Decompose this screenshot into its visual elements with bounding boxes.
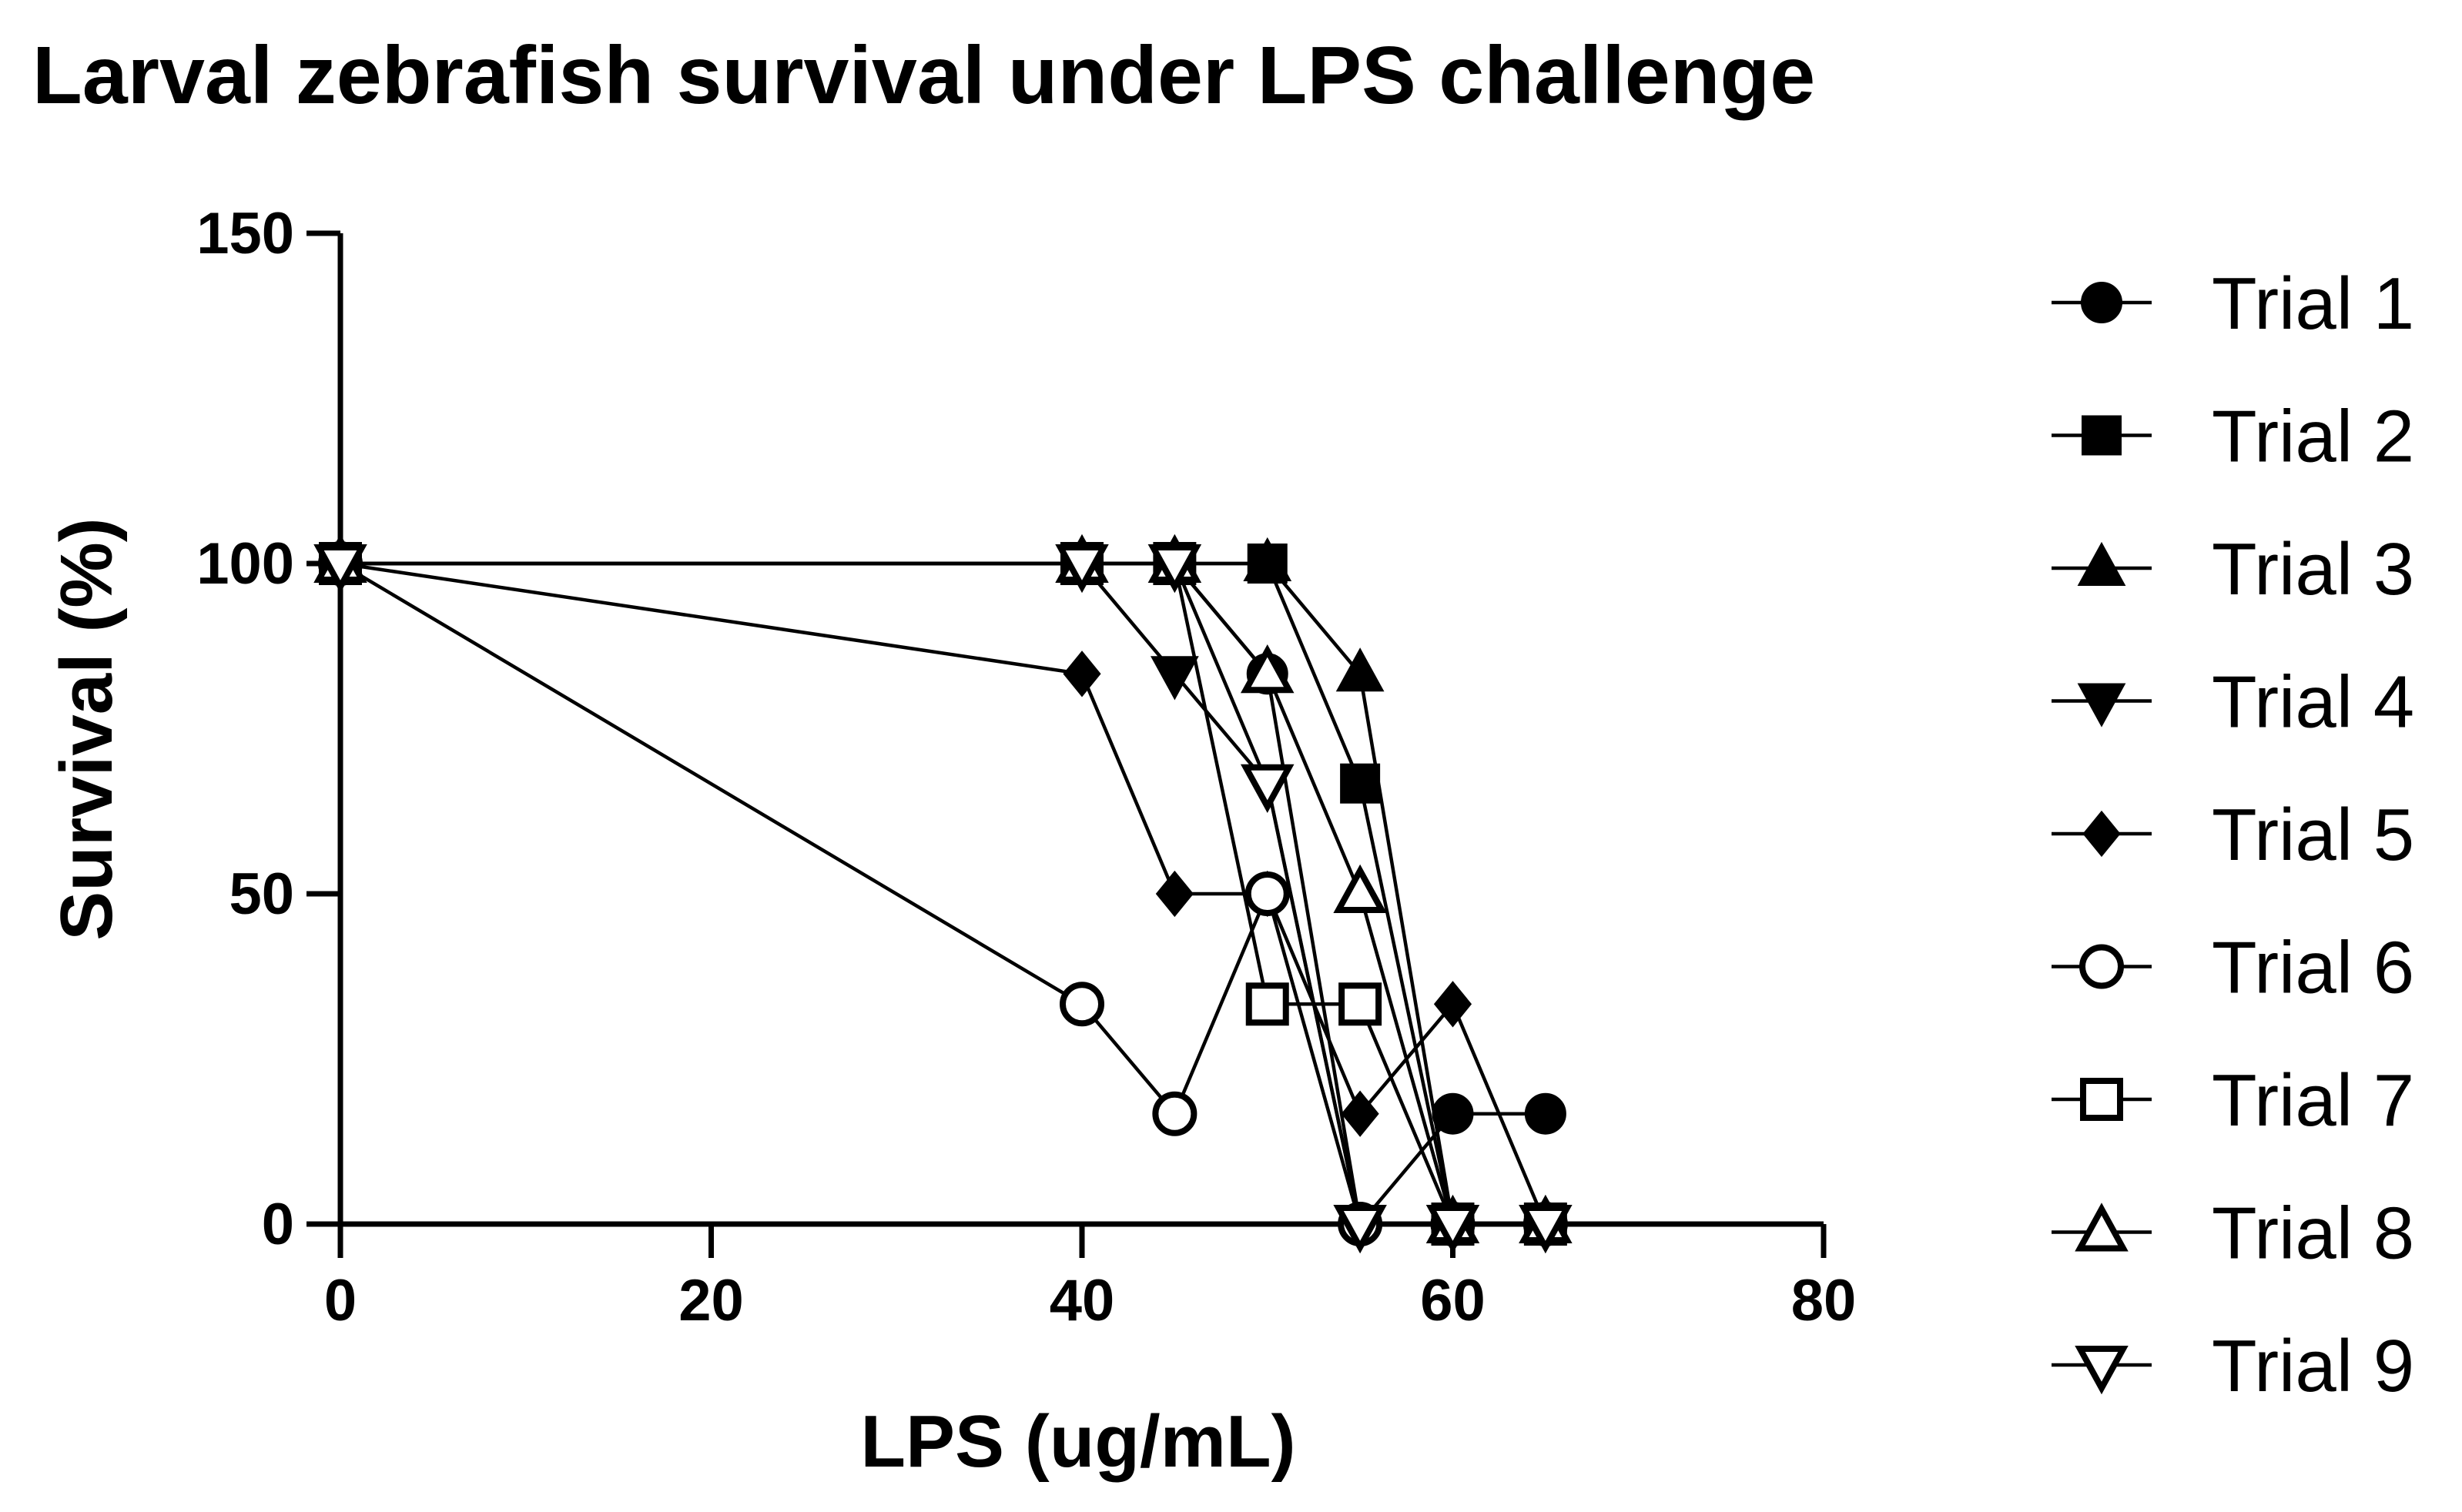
data-point-trial-8 (1240, 644, 1295, 694)
data-point-trial-9 (1519, 1205, 1573, 1254)
x-tick-label: 40 (1050, 1268, 1115, 1333)
data-point-trial-5 (1155, 870, 1194, 918)
data-point-trial-7 (1245, 982, 1289, 1026)
legend-item-trial-5: Trial 5 (2052, 794, 2414, 876)
legend-marker (2077, 541, 2126, 586)
legend-label: Trial 6 (2212, 927, 2414, 1009)
legend-item-trial-8: Trial 8 (2052, 1193, 2414, 1275)
data-point-trial-4 (1150, 656, 1199, 701)
data-point-trial-7 (1338, 982, 1382, 1026)
legend-marker (2080, 1078, 2123, 1121)
legend-label: Trial 5 (2212, 794, 2414, 876)
axes: 0 20 40 60 80 0 50 100 150 (196, 201, 1856, 1333)
data-point-trial-8 (1333, 864, 1387, 913)
data-point-trial-5 (1341, 1090, 1379, 1137)
legend-item-trial-1: Trial 1 (2052, 263, 2414, 345)
legend-marker (2082, 810, 2121, 858)
data-point-trial-1 (1524, 1092, 1566, 1135)
legend-item-trial-2: Trial 2 (2052, 396, 2414, 478)
legend-label: Trial 1 (2212, 263, 2414, 345)
chart-title: Larval zebrafish survival under LPS chal… (32, 30, 1816, 121)
y-tick-label: 150 (196, 201, 294, 266)
x-tick-label: 0 (324, 1268, 357, 1333)
data-point-trial-3 (1243, 537, 1292, 581)
x-tick-label: 20 (678, 1268, 744, 1333)
legend-item-trial-3: Trial 3 (2052, 528, 2414, 610)
legend-label: Trial 2 (2212, 396, 2414, 478)
data-point-trial-9 (1333, 1205, 1387, 1254)
legend-label: Trial 7 (2212, 1059, 2414, 1142)
x-axis-title: LPS (ug/mL) (860, 1400, 1295, 1483)
legend-label: Trial 9 (2212, 1325, 2414, 1407)
legend-label: Trial 4 (2212, 661, 2414, 744)
legend-marker (2075, 1203, 2129, 1252)
data-point-trial-3 (1335, 647, 1385, 692)
data-point-trial-9 (313, 544, 367, 594)
legend-marker (2082, 415, 2122, 456)
legend: Trial 1 Trial 2 Trial 3 Trial 4 Trial 5 Trial… (2052, 263, 2414, 1407)
data-point-trial-5 (1063, 651, 1101, 697)
y-tick-label: 50 (229, 861, 294, 927)
legend-item-trial-4: Trial 4 (2052, 661, 2414, 744)
data-point-trial-5 (1433, 981, 1472, 1028)
y-tick-label: 100 (196, 531, 294, 597)
data-point-trial-6 (1060, 982, 1104, 1027)
legend-label: Trial 8 (2212, 1193, 2414, 1275)
legend-item-trial-9: Trial 9 (2052, 1325, 2414, 1407)
x-tick-label: 80 (1791, 1268, 1857, 1333)
y-axis-title: Survival (%) (45, 517, 128, 941)
series-markers (313, 534, 1573, 1254)
legend-marker (2075, 1346, 2129, 1395)
x-tick-label: 60 (1420, 1268, 1486, 1333)
legend-marker (2077, 683, 2126, 728)
data-point-trial-9 (1240, 764, 1295, 814)
data-point-trial-9 (1147, 544, 1202, 594)
data-point-trial-1 (1432, 1092, 1474, 1135)
data-point-trial-9 (1055, 544, 1109, 594)
legend-marker (2081, 282, 2122, 323)
y-tick-label: 0 (262, 1192, 294, 1257)
legend-item-trial-6: Trial 6 (2052, 927, 2414, 1009)
legend-item-trial-7: Trial 7 (2052, 1059, 2414, 1142)
data-point-trial-2 (1340, 763, 1381, 804)
data-point-trial-6 (1244, 871, 1290, 916)
legend-marker (2079, 944, 2124, 989)
legend-label: Trial 3 (2212, 528, 2414, 610)
data-point-trial-6 (1152, 1091, 1198, 1136)
data-point-trial-9 (1425, 1205, 1480, 1254)
